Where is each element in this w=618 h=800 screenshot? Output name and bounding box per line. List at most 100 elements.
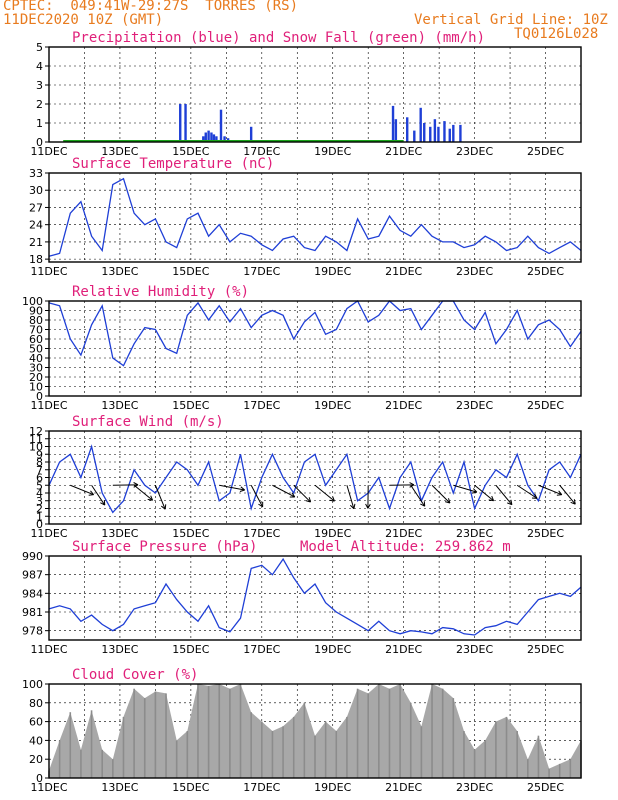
cloud-cover-bar — [463, 731, 465, 778]
y-tick-label: 0 — [36, 518, 43, 531]
cloud-cover-bar — [175, 740, 178, 778]
x-tick-label: 13DEC — [101, 781, 138, 794]
y-tick-label: 11 — [29, 433, 43, 446]
y-tick-label: 3 — [36, 495, 43, 508]
x-tick-label: 25DEC — [527, 527, 564, 540]
y-tick-label: 3 — [36, 79, 43, 92]
precipitation-bar — [423, 123, 426, 142]
y-tick-label: 4 — [36, 487, 43, 500]
x-tick-label: 11DEC — [30, 265, 67, 278]
wind-arrow — [154, 485, 166, 510]
y-tick-label: 30 — [29, 184, 43, 197]
precipitation-bar — [207, 130, 210, 142]
cloud-cover-bar — [537, 735, 540, 778]
wind-arrow — [272, 484, 295, 498]
cloud-cover-bar — [505, 716, 508, 778]
x-tick-label: 23DEC — [456, 643, 493, 656]
cloud-cover-bar — [409, 702, 412, 778]
x-tick-label: 23DEC — [456, 145, 493, 158]
wind-arrow — [70, 484, 94, 496]
cloud-cover-bar — [452, 698, 455, 778]
cloud-cover-bar — [378, 684, 380, 778]
panel-title: Cloud Cover (%) — [72, 667, 198, 683]
cloud-cover-bar — [420, 726, 423, 778]
wind-arrow — [516, 484, 538, 499]
y-tick-label: 978 — [22, 625, 43, 638]
x-tick-label: 19DEC — [314, 643, 351, 656]
wind-arrow-head — [258, 501, 264, 508]
panel-frame — [48, 46, 582, 143]
y-tick-label: 10 — [29, 441, 43, 454]
x-tick-label: 25DEC — [527, 265, 564, 278]
header-station: CPTEC: 049:41W-29:27S TORRES (RS) — [3, 0, 299, 14]
x-tick-label: 21DEC — [385, 527, 422, 540]
cloud-cover-bar — [271, 731, 274, 778]
y-tick-label: 10 — [29, 381, 43, 394]
y-tick-label: 0 — [36, 772, 43, 785]
precipitation-bar — [202, 136, 205, 142]
wind-arrow-head — [444, 498, 451, 504]
cloud-cover-bar — [335, 731, 338, 778]
y-tick-label: 8 — [36, 456, 43, 469]
wind-arrow — [346, 485, 355, 509]
x-tick-label: 15DEC — [172, 643, 209, 656]
panel-frame — [48, 172, 582, 263]
precipitation-bar — [394, 119, 398, 142]
series-line — [48, 300, 582, 367]
y-tick-label: 80 — [29, 697, 43, 710]
cloud-cover-bar — [133, 688, 135, 778]
y-tick-label: 100 — [22, 295, 43, 308]
cloud-cover-bar — [527, 759, 529, 778]
y-tick-label: 9 — [36, 448, 43, 461]
cloud-cover-bar — [58, 740, 61, 778]
cloud-cover-bar — [516, 731, 518, 778]
x-tick-label: 25DEC — [527, 145, 564, 158]
cloud-cover-bar — [261, 721, 263, 778]
x-tick-label: 17DEC — [243, 265, 280, 278]
cloud-cover-bar — [165, 693, 167, 778]
cloud-cover-bar — [473, 749, 476, 778]
precipitation-bar — [223, 136, 226, 142]
wind-arrow-head — [570, 499, 576, 505]
wind-arrow-head — [556, 490, 563, 496]
panel-title: Surface Temperature (nC) — [72, 156, 274, 172]
x-tick-label: 23DEC — [456, 399, 493, 412]
y-tick-label: 2 — [36, 98, 43, 111]
series-line — [48, 444, 582, 514]
precipitation-bar — [184, 104, 187, 142]
x-tick-label: 21DEC — [385, 399, 422, 412]
x-tick-label: 25DEC — [527, 399, 564, 412]
x-tick-label: 23DEC — [456, 265, 493, 278]
x-tick-label: 25DEC — [527, 643, 564, 656]
y-tick-label: 4 — [36, 60, 43, 73]
cloud-cover-bar — [282, 726, 284, 778]
wind-arrow-head — [239, 486, 246, 493]
x-tick-label: 17DEC — [243, 643, 280, 656]
cloud-cover-bar — [239, 684, 242, 778]
precipitation-bar — [433, 119, 437, 142]
x-tick-label: 17DEC — [243, 527, 280, 540]
precipitation-bar — [204, 132, 207, 142]
x-tick-label: 15DEC — [172, 145, 209, 158]
cloud-cover-bar — [250, 712, 252, 778]
precipitation-bar — [419, 107, 422, 142]
x-tick-label: 19DEC — [314, 145, 351, 158]
wind-arrow — [219, 484, 245, 491]
wind-arrow — [559, 484, 576, 505]
x-tick-label: 23DEC — [456, 781, 493, 794]
panel-title: Precipitation (blue) and Snow Fall (gree… — [72, 30, 485, 46]
x-tick-label: 17DEC — [243, 145, 280, 158]
x-tick-label: 11DEC — [30, 643, 67, 656]
cloud-cover-bar — [548, 768, 550, 778]
x-tick-label: 13DEC — [101, 399, 138, 412]
y-tick-label: 21 — [29, 236, 43, 249]
x-tick-label: 19DEC — [314, 265, 351, 278]
x-tick-label: 15DEC — [172, 399, 209, 412]
cloud-cover-bar — [314, 735, 316, 778]
y-tick-label: 2 — [36, 503, 43, 516]
y-tick-label: 1 — [36, 510, 43, 523]
wind-arrow-head — [329, 496, 336, 502]
x-tick-label: 11DEC — [30, 399, 67, 412]
x-tick-label: 17DEC — [243, 399, 280, 412]
precipitation-bar — [452, 124, 455, 142]
